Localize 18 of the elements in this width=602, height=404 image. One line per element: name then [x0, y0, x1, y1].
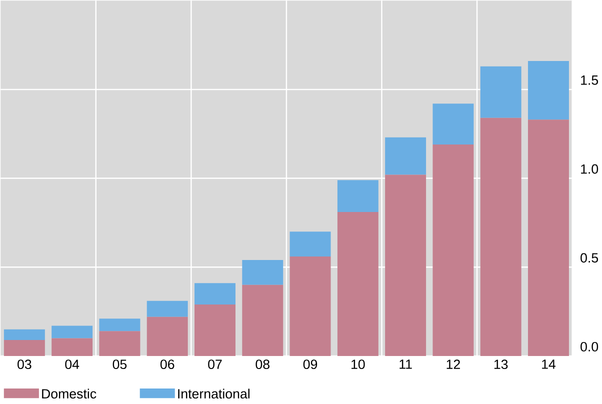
legend-label: Domestic	[42, 388, 96, 398]
x-tick-label: 09	[303, 360, 318, 370]
y-tick-label: 0.0	[580, 342, 598, 352]
x-tick-label: 05	[112, 360, 127, 370]
x-tick-label: 07	[208, 360, 222, 370]
y-tick-label: 0.5	[580, 253, 598, 263]
x-tick-label: 08	[256, 360, 270, 370]
x-tick-label: 10	[352, 360, 365, 370]
x-tick-label: 06	[160, 360, 174, 370]
x-tick-label: 03	[18, 360, 32, 370]
x-tick-label: 13	[494, 360, 508, 370]
x-tick-label: 14	[542, 360, 556, 369]
legend-label: International	[178, 388, 250, 398]
x-tick-label: 12	[446, 360, 460, 369]
y-tick-label: 1.0	[581, 164, 598, 174]
y-tick-label: 1.5	[581, 76, 598, 85]
x-tick-label: 11	[400, 360, 412, 369]
x-tick-label: 04	[65, 360, 80, 370]
